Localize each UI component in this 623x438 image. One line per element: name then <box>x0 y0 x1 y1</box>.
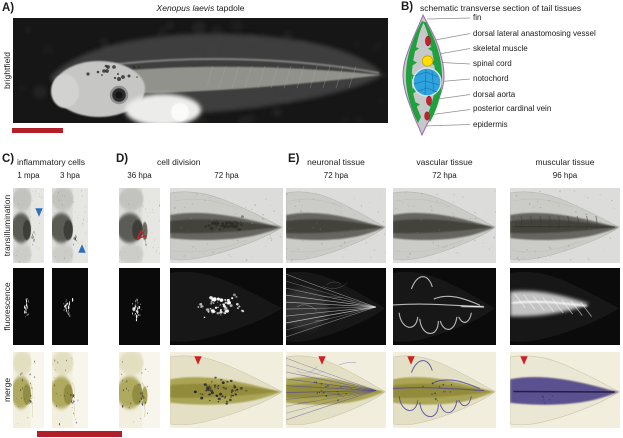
micrograph-image <box>286 352 386 428</box>
column-label-neuronal-time: 72 hpa <box>323 171 349 180</box>
schematic-label-epidermis: epidermis <box>473 119 508 129</box>
schematic-label-spinal-cord: spinal cord <box>473 59 512 68</box>
panel-b-title: schematic transverse section of tail tis… <box>420 3 582 13</box>
schematic-label-skeletal-muscle: skeletal muscle <box>473 43 528 53</box>
micrograph-image <box>393 188 496 263</box>
micrograph-cell-division-36hpa-merge <box>119 352 160 428</box>
micrograph-muscular-96hpa-merge <box>510 352 620 428</box>
skeletal-muscle-left <box>405 21 424 123</box>
micrograph-image <box>13 188 44 263</box>
scale-bar <box>12 128 63 133</box>
panel-a-title-rest: tapdole <box>214 3 245 13</box>
micrograph-image <box>510 352 620 428</box>
column-label-muscular-time: 96 hpa <box>552 171 578 180</box>
column-label-vascular-time: 72 hpa <box>432 171 457 180</box>
dorsal-lateral-vessel-shape <box>425 35 431 47</box>
posterior-cardinal-vein-shape <box>424 111 430 121</box>
micrograph-image <box>510 188 620 263</box>
micrograph-cell-division-36hpa-fluorescence <box>119 268 160 345</box>
micrograph-neuronal-72hpa-merge <box>286 352 386 428</box>
micrograph-inflammatory-3hpa-transillumination <box>52 188 88 263</box>
tail-cross-section-schematic <box>402 13 471 137</box>
tadpole-image <box>13 18 388 123</box>
schematic-label-notochord: notochord <box>473 74 509 83</box>
micrograph-vascular-72hpa-transillumination <box>393 188 496 263</box>
micrograph-vascular-72hpa-merge <box>393 352 496 428</box>
micrograph-inflammatory-3hpa-merge <box>52 352 88 428</box>
micrograph-vascular-72hpa-fluorescence <box>393 268 496 345</box>
micrograph-inflammatory-1mpa-merge <box>13 352 44 428</box>
micrograph-cell-division-72hpa-fluorescence <box>170 268 283 345</box>
panel-c-title: inflammatory cells <box>17 157 86 167</box>
row-label-transillumination: transillumination <box>2 194 12 257</box>
notochord-cells <box>413 68 440 96</box>
micrograph-image <box>393 352 496 428</box>
column-label-36hpa: 36 hpa <box>127 171 152 180</box>
panel-e-label: E) <box>288 153 300 165</box>
micrograph-image <box>393 268 496 345</box>
column-label-neuronal-tissue: neuronal tissue <box>307 157 365 167</box>
schematic-label-posterior-cardinal-vein: posterior cardinal vein <box>473 104 552 113</box>
micrograph-muscular-96hpa-transillumination <box>510 188 620 263</box>
spinal-cord-shape <box>421 55 434 67</box>
micrograph-image <box>52 352 88 428</box>
tadpole-brightfield-image <box>13 18 388 123</box>
micrograph-inflammatory-3hpa-fluorescence <box>52 268 88 345</box>
species-name: Xenopus laevis <box>156 3 215 13</box>
micrograph-neuronal-72hpa-fluorescence <box>286 268 386 345</box>
micrograph-inflammatory-1mpa-fluorescence <box>13 268 44 345</box>
schematic-label-dorsal-lateral-anastomosing-vessel: dorsal lateral anastomosing vessel <box>473 28 596 38</box>
schematic-label-dorsal-aorta: dorsal aorta <box>473 89 516 99</box>
micrograph-cell-division-72hpa-transillumination <box>170 188 283 263</box>
micrograph-image <box>52 188 88 263</box>
row-label-fluorescence: fluorescence <box>2 282 12 331</box>
micrograph-image <box>170 268 283 345</box>
micrograph-image <box>52 268 88 345</box>
dorsal-aorta-shape <box>426 95 432 106</box>
row-label-merge: merge <box>2 377 12 403</box>
micrograph-cell-division-36hpa-transillumination <box>119 188 160 263</box>
micrograph-image <box>170 352 283 428</box>
panel-d-label: D) <box>116 153 129 165</box>
micrograph-image <box>170 188 283 263</box>
panel-b-label: B) <box>401 1 414 13</box>
panel-c-label: C) <box>2 153 15 165</box>
micrograph-image <box>119 352 160 428</box>
micrograph-image <box>286 188 386 263</box>
panel-d-title: cell division <box>157 157 201 167</box>
row-label-brightfield: brightfield <box>2 52 12 89</box>
micrograph-muscular-96hpa-fluorescence <box>510 268 620 345</box>
micrograph-cell-division-72hpa-merge <box>170 352 283 428</box>
scale-bar-bottom <box>37 431 122 437</box>
column-label-72hpa-d: 72 hpa <box>214 171 239 180</box>
schematic-label-fin: fin <box>473 13 482 22</box>
panel-a-title: Xenopus laevis tapdole <box>13 3 388 13</box>
column-label-3hpa: 3 hpa <box>59 171 81 180</box>
column-label-vascular-tissue: vascular tissue <box>416 157 473 167</box>
column-label-1mpa: 1 mpa <box>17 171 40 180</box>
micrograph-image <box>119 268 160 345</box>
micrograph-image <box>119 188 160 263</box>
micrograph-image <box>13 268 44 345</box>
panel-a-label: A) <box>2 2 15 14</box>
micrograph-inflammatory-1mpa-transillumination <box>13 188 44 263</box>
micrograph-image <box>510 268 620 345</box>
micrograph-image <box>13 352 44 428</box>
skeletal-muscle-right <box>423 22 443 122</box>
micrograph-neuronal-72hpa-transillumination <box>286 188 386 263</box>
micrograph-image <box>286 268 386 345</box>
column-label-muscular-tissue: muscular tissue <box>535 157 595 167</box>
